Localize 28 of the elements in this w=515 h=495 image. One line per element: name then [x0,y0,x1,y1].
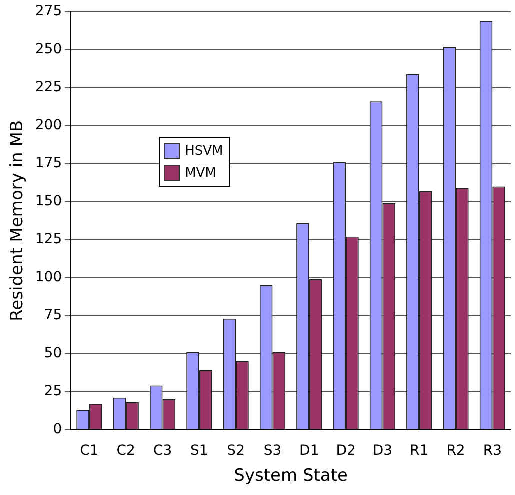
x-tick-label: C3 [153,442,172,459]
y-tick-label: 150 [35,194,62,210]
x-tick-label: S3 [264,442,282,459]
x-tick-label: D1 [300,442,320,459]
y-axis-title: Resident Memory in MB [8,120,28,322]
legend-label: MVM [185,166,216,181]
y-tick-label: 125 [35,232,62,248]
y-tick-label: 0 [53,421,62,438]
y-tick-label: 175 [35,156,62,172]
x-axis-title: System State [234,466,348,486]
y-tick-label: 200 [35,118,62,134]
x-tick-label: C2 [116,442,136,459]
x-tick-label: D3 [372,442,393,459]
x-tick-label: S1 [190,442,208,459]
y-tick-label: 100 [35,270,62,286]
x-tick-label: D2 [336,442,356,459]
y-tick-label: 225 [35,80,62,96]
y-tick-label: 250 [35,42,62,58]
y-tick-label: 25 [44,383,62,400]
y-tick-label: 50 [44,345,62,362]
x-tick-label: R1 [410,442,429,459]
y-tick-label: 75 [44,307,62,324]
legend-label: HSVM [185,144,224,159]
x-tick-label: S2 [227,442,245,459]
x-tick-label: R3 [483,442,502,459]
x-tick-label: R2 [446,442,466,459]
x-tick-label: C1 [80,442,99,459]
y-tick-label: 275 [35,4,62,20]
